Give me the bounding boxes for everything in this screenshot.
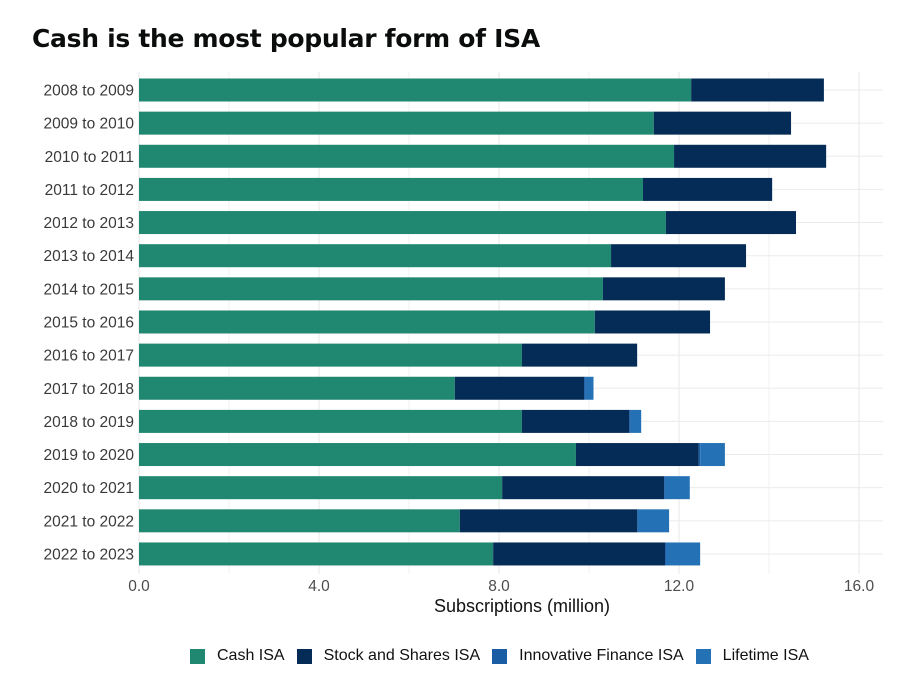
legend-item: Stock and Shares ISA xyxy=(296,647,481,665)
category-labels: 2008 to 2009 2009 to 2010 2010 to 2011 2011… xyxy=(43,83,134,564)
legend: Cash ISA Stock and Shares ISA Innovative F… xyxy=(190,647,809,665)
x-tick-label: 12.0 xyxy=(664,578,695,595)
category-label: 2017 to 2018 xyxy=(43,381,134,398)
category-label: 2021 to 2022 xyxy=(43,513,134,530)
x-tick-label: 16.0 xyxy=(844,578,875,595)
category-label: 2013 to 2014 xyxy=(43,248,134,265)
bar-segment-cash-isa xyxy=(139,144,675,168)
bar-segment-lifetime-isa xyxy=(638,509,670,533)
bar-segment-stock-and-shares-isa xyxy=(611,244,747,268)
bar-segment-lifetime-isa xyxy=(630,409,642,433)
bar-segment-stock-and-shares-isa xyxy=(691,78,824,102)
legend-label: Innovative Finance ISA xyxy=(519,647,684,664)
category-label: 2019 to 2020 xyxy=(43,447,134,464)
x-axis-title: Subscriptions (million) xyxy=(434,596,610,616)
category-label: 2018 to 2019 xyxy=(43,414,134,431)
bar-segment-cash-isa xyxy=(139,343,522,367)
bar-segment-stock-and-shares-isa xyxy=(665,211,796,235)
x-tick-label: 4.0 xyxy=(308,578,330,595)
bar-segment-cash-isa xyxy=(139,509,460,533)
category-label: 2015 to 2016 xyxy=(43,314,134,331)
x-tick-label: 8.0 xyxy=(488,578,510,595)
legend-swatch xyxy=(492,648,508,664)
bar-segment-stock-and-shares-isa xyxy=(502,476,665,500)
category-label: 2010 to 2011 xyxy=(45,149,134,166)
bar-segment-innovative-finance-isa xyxy=(698,443,701,467)
bar-segment-cash-isa xyxy=(139,443,576,467)
bar-segment-cash-isa xyxy=(139,409,522,433)
category-label: 2011 to 2012 xyxy=(45,182,134,199)
legend-label: Lifetime ISA xyxy=(722,647,809,664)
bar-segment-innovative-finance-isa xyxy=(629,409,631,433)
bar-segment-lifetime-isa xyxy=(585,376,594,400)
bar-segment-stock-and-shares-isa xyxy=(674,144,827,168)
chart-title: Cash is the most popular form of ISA xyxy=(32,24,540,53)
x-tick-labels: 0.0 4.0 8.0 12.0 16.0 xyxy=(128,578,874,595)
bar-segment-lifetime-isa xyxy=(700,443,725,467)
bar-segment-stock-and-shares-isa xyxy=(575,443,699,467)
x-tick-label: 0.0 xyxy=(128,578,150,595)
category-label: 2009 to 2010 xyxy=(43,116,134,133)
bar-segment-cash-isa xyxy=(139,310,595,334)
bar-segment-cash-isa xyxy=(139,211,666,235)
stacked-bar-chart: 2008 to 2009 2009 to 2010 2010 to 2011 2011… xyxy=(43,72,883,616)
legend-item: Cash ISA xyxy=(190,647,285,665)
bar-segment-stock-and-shares-isa xyxy=(454,376,585,400)
bar-segment-cash-isa xyxy=(139,542,494,566)
bar-segment-stock-and-shares-isa xyxy=(521,343,638,367)
category-label: 2016 to 2017 xyxy=(43,348,134,365)
category-label: 2022 to 2023 xyxy=(43,546,134,563)
category-label: 2012 to 2013 xyxy=(43,215,134,232)
legend-label: Cash ISA xyxy=(217,647,285,664)
bar-segment-stock-and-shares-isa xyxy=(521,409,630,433)
bar-segment-stock-and-shares-isa xyxy=(459,509,638,533)
legend-item: Innovative Finance ISA xyxy=(492,647,684,665)
bar-segment-innovative-finance-isa xyxy=(665,542,667,566)
bar-segment-cash-isa xyxy=(139,177,643,201)
bar-segment-lifetime-isa xyxy=(665,476,690,500)
bar-segment-stock-and-shares-isa xyxy=(594,310,711,334)
bar-segment-innovative-finance-isa xyxy=(637,509,639,533)
bar-segment-cash-isa xyxy=(139,78,692,102)
bar-segment-innovative-finance-isa xyxy=(664,476,666,500)
category-label: 2008 to 2009 xyxy=(43,83,134,100)
legend-item: Lifetime ISA xyxy=(695,647,809,665)
bar-segment-cash-isa xyxy=(139,277,603,301)
bar-segment-cash-isa xyxy=(139,244,612,268)
bar-segment-stock-and-shares-isa xyxy=(602,277,725,301)
bar-segment-cash-isa xyxy=(139,111,654,135)
bar-segment-lifetime-isa xyxy=(665,542,701,566)
legend-swatch xyxy=(190,648,205,664)
bar-segment-cash-isa xyxy=(139,376,455,400)
bar-segment-stock-and-shares-isa xyxy=(653,111,792,135)
legend-swatch xyxy=(695,648,711,664)
bars xyxy=(139,78,827,566)
bar-segment-cash-isa xyxy=(139,476,503,500)
legend-label: Stock and Shares ISA xyxy=(323,647,481,664)
category-label: 2020 to 2021 xyxy=(43,480,134,497)
category-label: 2014 to 2015 xyxy=(43,281,134,298)
bar-segment-innovative-finance-isa xyxy=(584,376,586,400)
bar-segment-stock-and-shares-isa xyxy=(493,542,666,566)
legend-swatch xyxy=(296,648,312,664)
bar-segment-stock-and-shares-isa xyxy=(643,177,773,201)
